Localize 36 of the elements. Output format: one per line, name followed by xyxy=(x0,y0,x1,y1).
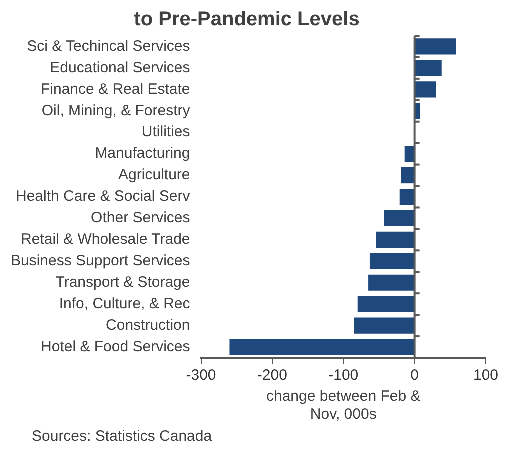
bar xyxy=(354,318,414,334)
y-tick-label: Hotel & Food Services xyxy=(41,338,190,356)
x-tick-label: -300 xyxy=(186,367,216,384)
bar xyxy=(384,210,414,227)
x-tick-label: -200 xyxy=(257,367,288,384)
x-axis-title: change between Feb & Nov, 000s xyxy=(266,388,421,424)
bar xyxy=(370,253,414,270)
x-tick-label: 0 xyxy=(410,367,419,384)
y-tick-label: Oil, Mining, & Forestry xyxy=(42,102,191,120)
y-tick-label: Agriculture xyxy=(118,166,190,184)
y-tick-label: Manufacturing xyxy=(95,145,190,162)
y-tick-label: Sci & Techincal Services xyxy=(27,38,190,55)
bar xyxy=(415,38,456,55)
y-tick-label: Transport & Storage xyxy=(56,274,190,292)
y-tick-label: Retail & Wholesale Trade xyxy=(21,231,190,248)
y-tick-label: Construction xyxy=(106,316,190,334)
y-tick-label: Other Services xyxy=(91,210,190,227)
y-tick-label: Health Care & Social Serv xyxy=(16,188,191,206)
source-note: Sources: Statistics Canada xyxy=(31,428,214,445)
bar xyxy=(415,82,436,98)
bar xyxy=(401,167,414,184)
bar xyxy=(404,146,414,162)
chart-title: to Pre-Pandemic Levels xyxy=(134,8,360,31)
bar xyxy=(415,60,442,76)
x-tick-label: 100 xyxy=(473,367,499,384)
bar xyxy=(376,232,414,248)
y-tick-label: Business Support Services xyxy=(10,252,190,270)
bar xyxy=(400,188,414,206)
bar xyxy=(368,274,414,291)
y-tick-label: Utilities xyxy=(142,124,190,141)
bar xyxy=(358,296,414,312)
bar xyxy=(230,339,414,356)
x-tick-label: -100 xyxy=(328,367,359,384)
y-tick-label: Educational Services xyxy=(50,59,190,76)
y-tick-label: Info, Culture, & Rec xyxy=(59,295,191,312)
y-tick-label: Finance & Real Estate xyxy=(41,80,190,98)
